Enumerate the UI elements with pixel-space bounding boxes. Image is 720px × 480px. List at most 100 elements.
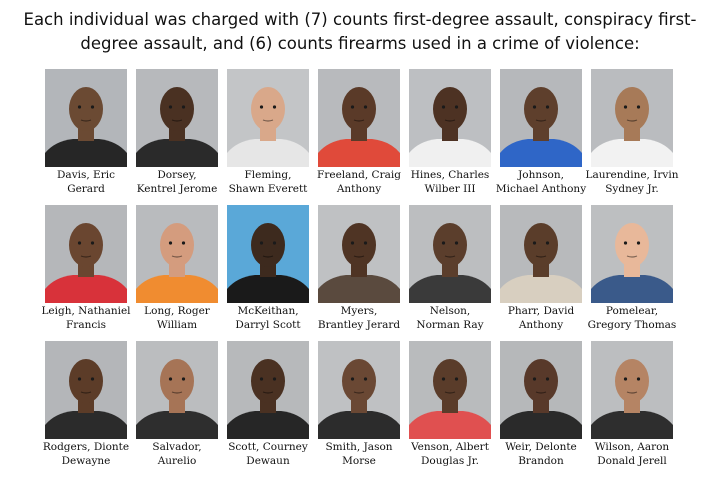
mugshot-photo [318,341,400,439]
name-line-2: Sydney Jr. [605,183,659,195]
name-line-2: Brantley Jerard [317,319,401,331]
name-line-1: Pharr, David [507,305,575,317]
name-line-1: McKeithan, [237,305,299,317]
name-line-1: Nelson, [429,305,471,317]
person-name: Davis, Eric Gerard [37,168,135,196]
person-name: Long, Roger William [128,304,226,332]
mugshot-card: Pomelear, Gregory Thomas [588,205,676,337]
person-name: Johnson, Michael Anthony [492,168,590,196]
person-name: Nelson, Norman Ray [401,304,499,332]
mugshot-card: Hines, Charles Wilber III [409,69,491,201]
name-line-1: Weir, Delonte [505,441,577,453]
name-line-1: Dorsey, [157,169,197,181]
name-line-1: Myers, [340,305,378,317]
name-line-2: Dewayne [61,455,111,467]
name-line-2: Gerard [67,183,105,195]
person-name: Myers, Brantley Jerard [310,304,408,332]
mugshot-photo [591,341,673,439]
name-line-1: Long, Roger [144,305,210,317]
mugshot-photo [136,341,218,439]
mugshot-card: Nelson, Norman Ray [409,205,491,337]
mugshot-photo [318,69,400,167]
person-name: Hines, Charles Wilber III [401,168,499,196]
mugshot-card: Venson, Albert Douglas Jr. [409,341,491,473]
mugshot-photo [227,69,309,167]
name-line-1: Hines, Charles [410,169,490,181]
name-line-2: Darryl Scott [235,319,301,331]
name-line-1: Freeland, Craig [317,169,401,181]
person-name: Weir, Delonte Brandon [492,440,590,468]
mugshot-card: McKeithan, Darryl Scott [227,205,309,337]
person-name: Pomelear, Gregory Thomas [583,304,681,332]
name-line-2: Kentrel Jerome [136,183,218,195]
person-name: McKeithan, Darryl Scott [219,304,317,332]
name-line-1: Salvador, [152,441,202,453]
person-name: Laurendine, Irvin Sydney Jr. [583,168,681,196]
headline-line-1: Each individual was charged with (7) cou… [23,10,697,29]
mugshot-photo [500,341,582,439]
name-line-1: Laurendine, Irvin [585,169,679,181]
person-name: Pharr, David Anthony [492,304,590,332]
name-line-1: Fleming, [244,169,292,181]
person-name: Fleming, Shawn Everett [219,168,317,196]
mugshot-card: Salvador, Aurelio [136,341,218,473]
mugshot-photo [591,69,673,167]
mugshot-photo [227,341,309,439]
name-line-1: Pomelear, [605,305,659,317]
name-line-2: Wilber III [424,183,476,195]
mugshot-card: Pharr, David Anthony [500,205,582,337]
mugshot-card: Scott, Courney Dewaun [227,341,309,473]
mugshot-photo [409,341,491,439]
headline: Each individual was charged with (7) cou… [0,8,720,56]
headline-line-2: degree assault, and (6) counts firearms … [80,34,640,53]
person-name: Scott, Courney Dewaun [219,440,317,468]
name-line-2: Morse [342,455,376,467]
person-name: Venson, Albert Douglas Jr. [401,440,499,468]
person-name: Salvador, Aurelio [128,440,226,468]
mugshot-photo [318,205,400,303]
person-name: Leigh, Nathaniel Francis [37,304,135,332]
mugshot-card: Wilson, Aaron Donald Jerell [591,341,673,473]
name-line-1: Johnson, [518,169,564,181]
name-line-2: Douglas Jr. [421,455,479,467]
name-line-2: Anthony [518,319,564,331]
mugshot-card: Long, Roger William [136,205,218,337]
mugshot-photo [227,205,309,303]
name-line-2: Brandon [518,455,564,467]
name-line-1: Venson, Albert [411,441,489,453]
mugshot-photo [136,69,218,167]
mugshot-photo [45,341,127,439]
name-line-2: Shawn Everett [228,183,308,195]
name-line-1: Wilson, Aaron [594,441,670,453]
person-name: Dorsey, Kentrel Jerome [128,168,226,196]
person-name: Rodgers, Dionte Dewayne [37,440,135,468]
mugshot-photo [136,205,218,303]
mugshot-card: Laurendine, Irvin Sydney Jr. [586,69,678,201]
name-line-2: Anthony [336,183,382,195]
name-line-2: Francis [66,319,106,331]
mugshot-photo [409,69,491,167]
name-line-2: Dewaun [246,455,290,467]
mugshot-card: Freeland, Craig Anthony [317,69,401,201]
name-line-2: Aurelio [157,455,197,467]
mugshot-card: Leigh, Nathaniel Francis [41,205,131,337]
mugshot-photo [500,69,582,167]
name-line-1: Leigh, Nathaniel [41,305,131,317]
mugshot-card: Myers, Brantley Jerard [318,205,400,337]
mugshot-card: Smith, Jason Morse [318,341,400,473]
mugshot-grid: Davis, Eric Gerard Dorsey, Kentrel Jerome Fl… [41,69,678,473]
mugshot-photo [591,205,673,303]
mugshot-card: Davis, Eric Gerard [45,69,127,201]
mugshot-card: Fleming, Shawn Everett [227,69,309,201]
mugshot-photo [45,205,127,303]
mugshot-card: Rodgers, Dionte Dewayne [43,341,129,473]
mugshot-card: Dorsey, Kentrel Jerome [136,69,218,201]
name-line-1: Smith, Jason [325,441,393,453]
name-line-2: Donald Jerell [597,455,667,467]
person-name: Freeland, Craig Anthony [310,168,408,196]
name-line-2: William [156,319,198,331]
mugshot-card: Weir, Delonte Brandon [500,341,582,473]
person-name: Smith, Jason Morse [310,440,408,468]
name-line-2: Gregory Thomas [587,319,677,331]
person-name: Wilson, Aaron Donald Jerell [583,440,681,468]
